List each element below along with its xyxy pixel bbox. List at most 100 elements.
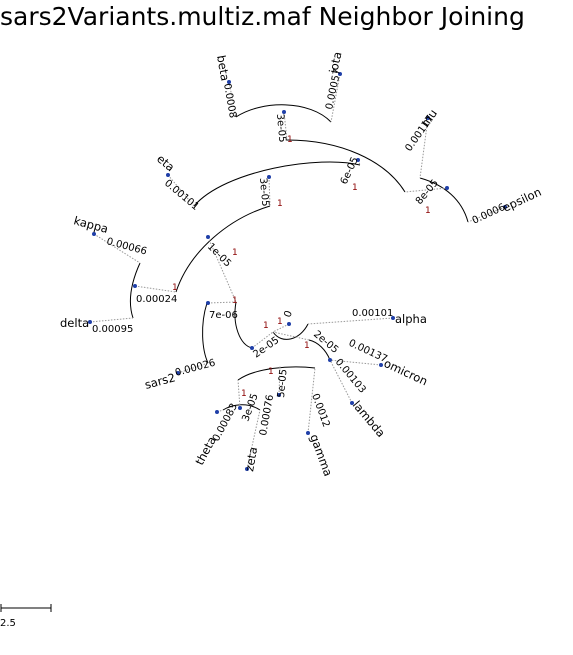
length-alpha-core: 0 <box>282 309 295 319</box>
node-beta-iota <box>282 110 286 114</box>
dotted-eta-stem <box>268 176 271 207</box>
leaf-label-delta: delta <box>60 316 89 330</box>
arc-alpha-core <box>272 323 309 340</box>
bootstrap-mark: 1 <box>268 367 274 377</box>
dotted-alpha <box>307 317 394 325</box>
arc-eta-group <box>193 161 361 207</box>
length-kappa-delta: 0.00024 <box>136 294 177 305</box>
length-sars2: 0.00026 <box>174 358 217 379</box>
length-gamma-group: 5e-05 <box>276 369 289 399</box>
leaf-label-omicron: omicron <box>382 356 430 388</box>
length-gamma: 0.0012 <box>309 392 331 429</box>
node-theta <box>215 410 219 414</box>
node-delta <box>88 320 92 324</box>
length-theta: 0.00083 <box>211 402 240 444</box>
dotted-kd-stem <box>134 285 177 293</box>
length-delta: 0.00095 <box>92 324 133 335</box>
node-omicron-lambda <box>328 358 332 362</box>
length-zeta: 0.00076 <box>258 394 276 437</box>
node-zeta <box>245 467 249 471</box>
bootstrap-mark: 1 <box>277 317 283 327</box>
scale-bar-label: 2.5 <box>0 618 16 629</box>
page-title: sars2Variants.multiz.maf Neighbor Joinin… <box>0 2 525 31</box>
length-iota: 0.00057 <box>324 68 343 111</box>
node-eta <box>166 173 170 177</box>
dotted-gamma <box>307 367 316 434</box>
dotted-lambda <box>329 359 353 404</box>
dotted-gamma-stem <box>278 365 281 396</box>
dotted-lower-core-stem <box>251 331 274 349</box>
dotted-zt-stem <box>237 379 241 409</box>
arc-kappa-delta <box>129 262 141 319</box>
dotted-eta <box>167 174 195 207</box>
length-eta: 0.00101 <box>162 178 201 213</box>
bootstrap-mark: 1 <box>425 206 431 216</box>
length-sars2-node: 7e-06 <box>209 310 238 321</box>
dotted-omicron <box>329 359 382 366</box>
length-upper-right: 6e-05 <box>339 155 361 186</box>
node-omicron <box>379 363 383 367</box>
node-sars2 <box>176 371 180 375</box>
node-beta <box>227 80 231 84</box>
length-epsilon: 0.0006 <box>471 202 507 227</box>
arc-gamma-group <box>237 366 316 381</box>
node-dots <box>88 72 507 471</box>
leaf-label-gamma: gamma <box>307 432 335 478</box>
bootstrap-mark: 1 <box>241 389 247 399</box>
bootstrap-mark: 1 <box>232 248 238 258</box>
bootstrap-mark: 1 <box>172 283 178 293</box>
node-kappa <box>92 232 96 236</box>
arc-zeta-theta <box>222 404 261 411</box>
dotted-kappa <box>93 233 141 264</box>
scale-bar: 2.5 <box>0 604 52 629</box>
node-epsilon <box>503 205 507 209</box>
dotted-iota <box>330 73 341 123</box>
bootstrap-mark: 1 <box>277 199 283 209</box>
arc-upper-left <box>175 205 271 293</box>
leaf-label-beta: beta <box>214 54 232 82</box>
node-lower-core <box>250 346 254 350</box>
dotted-epsilon <box>467 206 506 223</box>
node-eta-group <box>267 175 271 179</box>
bootstrap-mark: 1 <box>287 135 293 145</box>
length-kappa: 0.00066 <box>105 236 148 257</box>
length-upper-left: 1e-05 <box>205 241 233 269</box>
dotted-sars2 <box>177 362 209 374</box>
node-gamma-group <box>277 393 281 397</box>
arc-lower-core <box>234 301 253 349</box>
bootstrap-marks: 1 1 1 1 1 1 1 1 1 1 1 1 <box>172 135 431 399</box>
length-eta-group: 3e-05 <box>257 177 270 207</box>
node-kappa-delta <box>133 284 137 288</box>
leaf-label-kappa: kappa <box>72 213 110 236</box>
node-zeta-theta <box>238 406 242 410</box>
arc-upper-right <box>286 139 406 193</box>
length-lower-core: 2e-05 <box>251 335 281 361</box>
dotted-zeta <box>246 409 261 470</box>
arc-omicron-lambda <box>308 339 331 361</box>
leaf-label-alpha: alpha <box>395 312 427 326</box>
node-mu-epsilon <box>445 186 449 190</box>
dotted-mu-eps-stem <box>404 187 448 193</box>
arc-sars2 <box>202 302 209 364</box>
length-beta: 0.0008 <box>221 83 238 119</box>
bootstrap-mark: 1 <box>263 321 269 331</box>
node-sars2-join <box>206 301 210 305</box>
node-alpha-core <box>287 322 291 326</box>
dotted-mu <box>419 117 429 179</box>
node-mu <box>426 116 430 120</box>
arc-mu-epsilon <box>419 177 469 223</box>
leaf-label-lambda: lambda <box>350 398 388 440</box>
bootstrap-mark: 1 <box>232 296 238 306</box>
arc-beta-iota <box>235 104 332 123</box>
dotted-connectors <box>89 73 506 470</box>
length-mu-epsilon: 8e-05 <box>414 178 441 207</box>
leaf-label-eta: eta <box>154 152 177 175</box>
node-gamma <box>306 431 310 435</box>
node-lambda <box>350 401 354 405</box>
leaf-label-iota: iota <box>326 50 344 74</box>
leaf-label-zeta: zeta <box>242 446 260 473</box>
tree-branches <box>129 104 469 411</box>
node-upper-left <box>206 235 210 239</box>
length-beta-iota: 3e-05 <box>274 113 287 143</box>
